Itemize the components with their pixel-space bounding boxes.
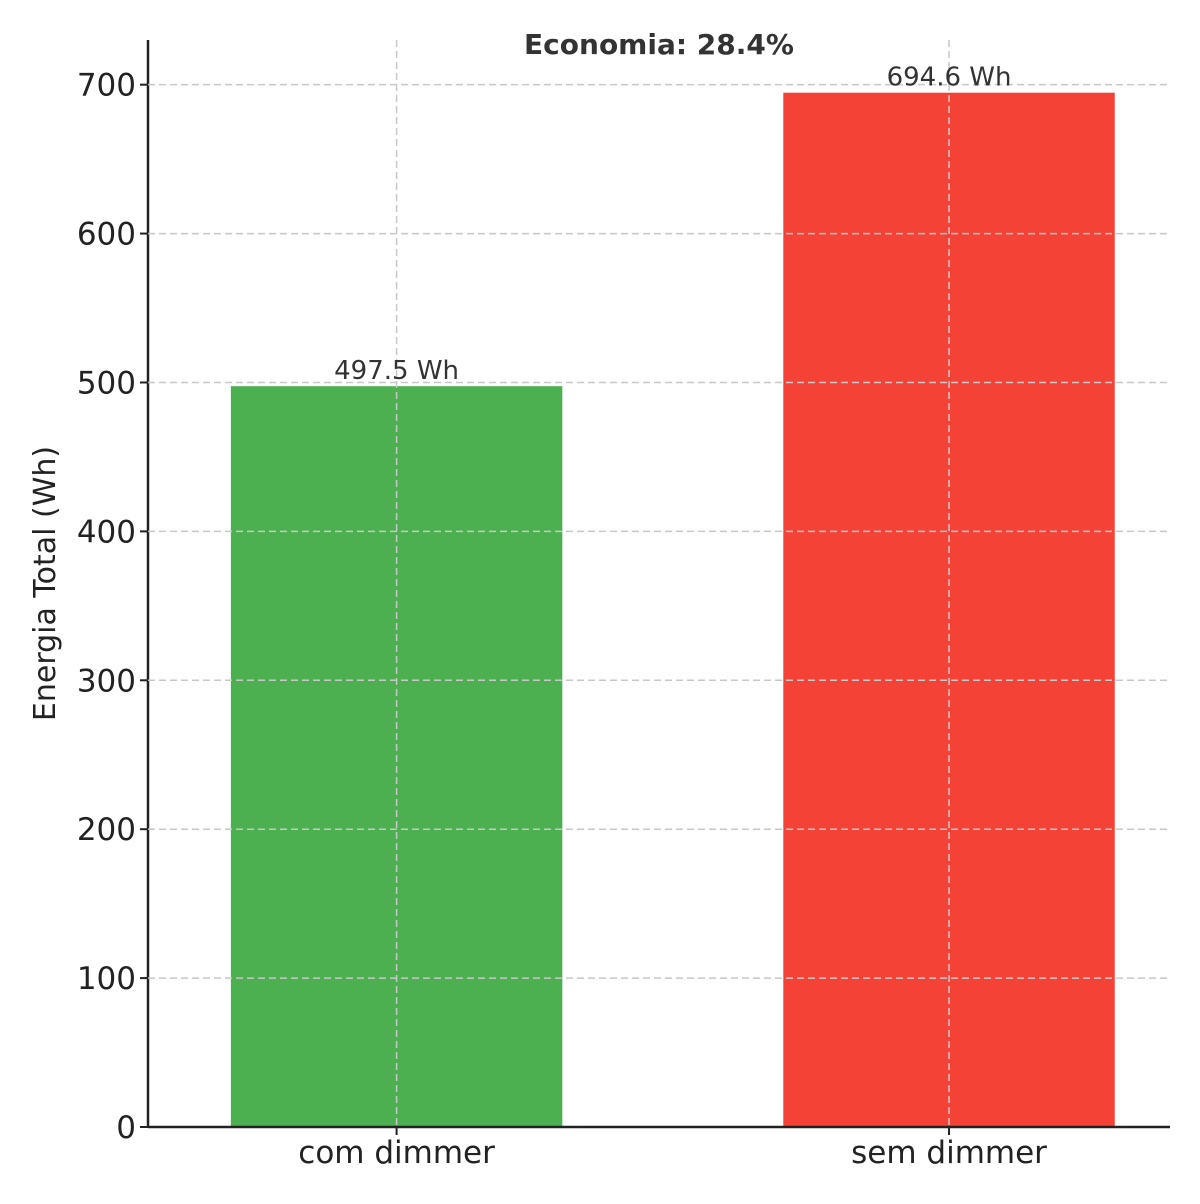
axis-layer	[146, 40, 1170, 1129]
grid-layer	[148, 40, 1170, 1127]
x-tick-label: com dimmer	[298, 1135, 495, 1171]
bar-value-label: 694.6 Wh	[887, 63, 1012, 93]
bar	[783, 92, 1115, 1128]
y-axis-title: Energia Total (Wh)	[28, 446, 63, 721]
y-tick-label: 700	[77, 68, 136, 104]
tick-layer: 0 100 200 300 400 500 600 700 com dimmer sem dimm…	[77, 68, 1047, 1171]
bar-value-label: 497.5 Wh	[334, 356, 459, 386]
y-tick-label: 200	[77, 812, 136, 848]
y-tick-label: 300	[77, 663, 136, 699]
bar-layer	[230, 92, 1115, 1128]
y-tick-label: 600	[77, 217, 136, 253]
y-tick-label: 500	[77, 365, 136, 401]
x-tick-label: sem dimmer	[851, 1135, 1047, 1171]
label-layer: 497.5 Wh 694.6 Wh	[334, 63, 1011, 386]
y-tick-label: 0	[116, 1110, 136, 1146]
y-tick-label: 100	[77, 961, 136, 997]
savings-annotation: Economia: 28.4%	[524, 28, 794, 61]
y-tick-label: 400	[77, 514, 136, 550]
